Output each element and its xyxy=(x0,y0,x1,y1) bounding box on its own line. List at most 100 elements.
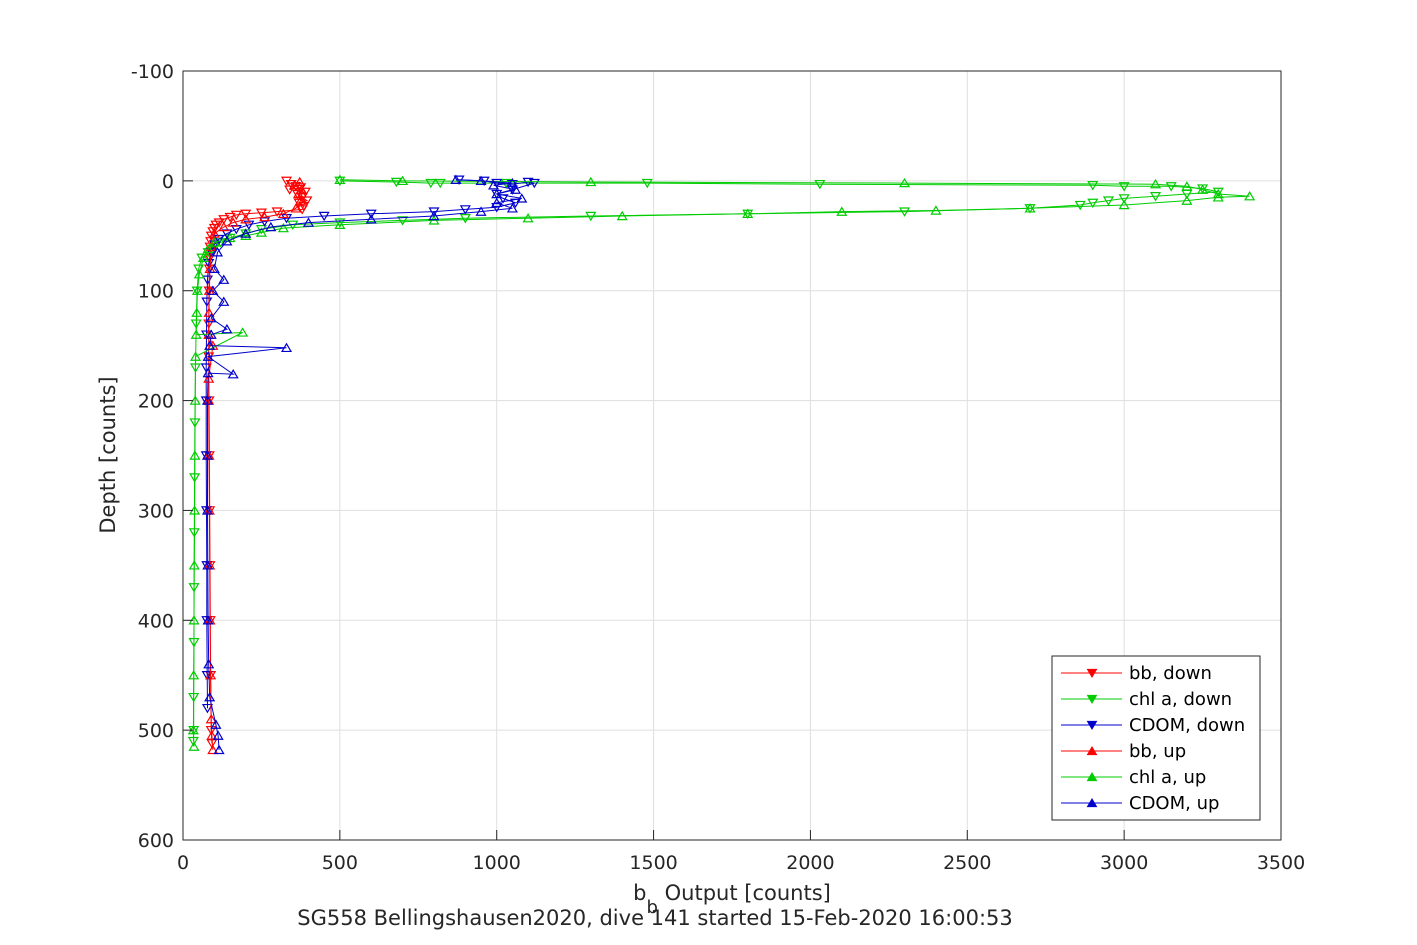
data-point xyxy=(188,560,200,570)
x-tick-label: 2500 xyxy=(943,852,991,874)
data-point xyxy=(836,206,848,216)
data-point xyxy=(434,178,446,189)
data-point xyxy=(641,178,653,189)
data-point xyxy=(188,669,200,680)
series-line xyxy=(205,179,535,709)
data-point xyxy=(428,210,440,221)
data-point xyxy=(1074,200,1086,211)
data-point xyxy=(290,203,302,213)
x-tick-label: 0 xyxy=(177,852,189,874)
data-point xyxy=(213,218,225,228)
data-point xyxy=(208,237,220,247)
y-axis-ticks: -100 0 100 200 300 400 500 600 xyxy=(131,61,193,852)
data-point xyxy=(491,197,503,208)
data-point xyxy=(1244,191,1256,201)
data-point xyxy=(616,210,628,221)
data-point xyxy=(201,703,214,714)
data-point xyxy=(522,212,534,223)
y-tick-label: 300 xyxy=(138,500,174,522)
data-point xyxy=(295,195,307,205)
y-axis-label: Depth [counts] xyxy=(96,376,120,533)
x-axis-label-subscript: b xyxy=(647,897,658,918)
data-point xyxy=(898,177,911,188)
series-cdom-down xyxy=(200,175,540,714)
legend: bb, down chl a, down CDOM, down bb, up chl a… xyxy=(1051,655,1261,821)
x-tick-label: 1000 xyxy=(473,852,521,874)
data-point xyxy=(259,211,271,222)
y-tick-label: 200 xyxy=(138,391,174,413)
data-point xyxy=(742,208,754,219)
data-point xyxy=(221,236,233,246)
x-axis-label-rest: Output [counts] xyxy=(658,881,831,905)
data-point xyxy=(1024,203,1036,213)
data-point xyxy=(397,175,409,186)
data-point xyxy=(200,451,212,461)
data-point xyxy=(201,616,213,626)
data-point xyxy=(196,253,208,263)
data-point xyxy=(459,205,471,215)
data-point xyxy=(425,178,437,189)
y-tick-label: 500 xyxy=(138,720,174,742)
data-point xyxy=(212,730,224,740)
legend-label: CDOM, up xyxy=(1129,793,1219,814)
data-point xyxy=(1087,181,1099,191)
data-point xyxy=(814,179,826,190)
data-point xyxy=(218,296,230,306)
data-point xyxy=(365,209,377,220)
data-point xyxy=(506,203,518,213)
data-point xyxy=(237,327,249,337)
data-point xyxy=(218,274,230,284)
data-point xyxy=(255,224,267,235)
data-point xyxy=(202,615,214,625)
data-point xyxy=(516,193,528,203)
data-point xyxy=(202,243,214,254)
series-bb-up xyxy=(203,176,308,755)
data-point xyxy=(204,340,216,350)
y-tick-label: 0 xyxy=(162,171,174,193)
data-point xyxy=(197,252,209,262)
data-point xyxy=(213,744,225,755)
plot-series xyxy=(187,174,1256,755)
data-point xyxy=(203,373,215,383)
data-point xyxy=(1149,178,1162,189)
data-point xyxy=(203,259,215,269)
legend-marker xyxy=(1086,797,1098,808)
legend-label: CDOM, down xyxy=(1129,715,1245,736)
data-point xyxy=(191,307,203,317)
data-point xyxy=(208,263,220,273)
data-point xyxy=(210,719,222,729)
data-point xyxy=(189,351,202,361)
x-axis-label-main: b xyxy=(633,881,646,905)
data-point xyxy=(930,205,942,215)
data-point xyxy=(390,177,402,188)
data-point xyxy=(205,713,217,724)
data-point xyxy=(334,219,346,229)
legend-box xyxy=(1051,655,1261,821)
data-point xyxy=(207,744,219,755)
data-point xyxy=(294,176,306,187)
data-point xyxy=(1181,181,1193,191)
data-point xyxy=(240,230,252,240)
data-point xyxy=(1197,184,1209,194)
grid-lines xyxy=(182,70,1282,841)
data-point xyxy=(189,450,201,460)
data-point xyxy=(218,221,230,232)
data-point xyxy=(585,176,597,187)
data-point xyxy=(1102,196,1115,206)
chart-caption: SG558 Bellingshausen2020, dive 141 start… xyxy=(297,906,1013,930)
data-point xyxy=(255,227,267,237)
data-point xyxy=(221,323,233,334)
data-point xyxy=(302,217,315,227)
data-point xyxy=(280,342,293,353)
legend-label: chl a, up xyxy=(1129,767,1206,788)
data-point xyxy=(240,214,252,224)
data-point xyxy=(528,178,540,189)
data-point xyxy=(202,351,214,361)
x-tick-label: 1500 xyxy=(629,852,677,874)
legend-marker xyxy=(1086,745,1098,756)
data-point xyxy=(334,174,346,184)
data-point xyxy=(334,218,346,228)
data-point xyxy=(397,216,409,226)
data-point xyxy=(450,174,462,184)
